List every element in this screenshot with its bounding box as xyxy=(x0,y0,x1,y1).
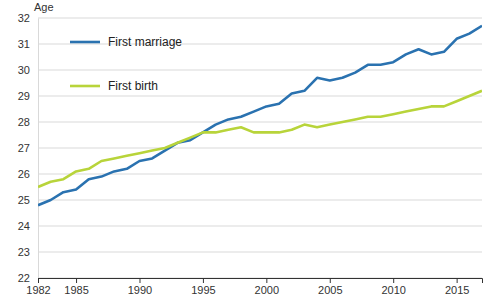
grid-line xyxy=(38,18,482,19)
y-tick-label: 29 xyxy=(18,90,30,102)
y-tick: 27 xyxy=(18,142,38,154)
legend-label: First marriage xyxy=(108,35,182,49)
legend-item: First birth xyxy=(70,79,158,93)
x-tick: 1985 xyxy=(64,278,88,296)
x-tick-mark xyxy=(393,278,394,283)
x-tick-mark xyxy=(139,278,140,283)
x-tick-mark xyxy=(266,278,267,283)
x-tick: 2000 xyxy=(255,278,279,296)
x-tick-label: 2015 xyxy=(445,284,469,296)
x-tick: 1990 xyxy=(128,278,152,296)
legend-swatch xyxy=(70,41,100,44)
y-tick-label: 31 xyxy=(18,38,30,50)
x-tick-label: 1982 xyxy=(26,284,50,296)
x-tick: 1982 xyxy=(26,278,50,296)
grid-line xyxy=(38,148,482,149)
y-tick-label: 30 xyxy=(18,64,30,76)
grid-line xyxy=(38,44,482,45)
y-tick-label: 27 xyxy=(18,142,30,154)
x-tick: 2010 xyxy=(381,278,405,296)
y-tick: 26 xyxy=(18,168,38,180)
x-axis: 1982 1985 1990 1995 2000 2005 2010 2015 xyxy=(26,278,482,296)
lines xyxy=(38,26,482,205)
chart: 22 23 24 25 26 27 28 29 30 31 32 1982 1985 1990 1995 20… xyxy=(0,0,491,302)
grid-line xyxy=(38,252,482,253)
y-tick-label: 32 xyxy=(18,12,30,24)
grid-line xyxy=(38,122,482,123)
x-tick-mark xyxy=(330,278,331,283)
grid-line xyxy=(38,96,482,97)
y-axis-line xyxy=(38,19,39,279)
grid-line xyxy=(38,226,482,227)
x-tick-label: 2010 xyxy=(381,284,405,296)
y-tick: 22 xyxy=(18,272,38,284)
x-tick: 2005 xyxy=(318,278,342,296)
series-line xyxy=(38,91,482,187)
y-tick: 24 xyxy=(18,220,38,232)
plot: 22 23 24 25 26 27 28 29 30 31 32 1982 1985 1990 1995 20… xyxy=(18,12,483,296)
x-tick-label: 2000 xyxy=(255,284,279,296)
y-tick: 29 xyxy=(18,90,38,102)
x-tick: 2015 xyxy=(445,278,469,296)
y-tick: 32 xyxy=(18,12,38,24)
x-tick-label: 1985 xyxy=(64,284,88,296)
y-tick: 23 xyxy=(18,246,38,258)
grid-line xyxy=(38,200,482,201)
y-tick: 28 xyxy=(18,116,38,128)
legend: First marriage First birth xyxy=(70,35,182,93)
y-axis: 22 23 24 25 26 27 28 29 30 31 32 xyxy=(18,12,39,284)
x-axis-line xyxy=(39,279,483,284)
legend-label: First birth xyxy=(108,79,158,93)
x-tick-mark xyxy=(76,278,77,283)
y-tick-label: 22 xyxy=(18,272,30,284)
y-axis-title: Age xyxy=(34,1,54,13)
x-tick-label: 2005 xyxy=(318,284,342,296)
legend-swatch xyxy=(70,85,100,88)
y-tick: 30 xyxy=(18,64,38,76)
x-tick-mark xyxy=(38,278,39,283)
y-tick-label: 24 xyxy=(18,220,30,232)
x-tick-label: 1995 xyxy=(191,284,215,296)
x-tick-label: 1990 xyxy=(128,284,152,296)
x-tick: 1995 xyxy=(191,278,215,296)
x-tick-mark xyxy=(203,278,204,283)
grid xyxy=(38,18,482,278)
y-tick-label: 23 xyxy=(18,246,30,258)
y-tick-label: 28 xyxy=(18,116,30,128)
x-tick-mark xyxy=(457,278,458,283)
series-line xyxy=(38,26,482,205)
grid-line xyxy=(38,70,482,71)
y-tick: 25 xyxy=(18,194,38,206)
legend-item: First marriage xyxy=(70,35,182,49)
y-tick-label: 25 xyxy=(18,194,30,206)
y-tick-label: 26 xyxy=(18,168,30,180)
y-tick: 31 xyxy=(18,38,38,50)
